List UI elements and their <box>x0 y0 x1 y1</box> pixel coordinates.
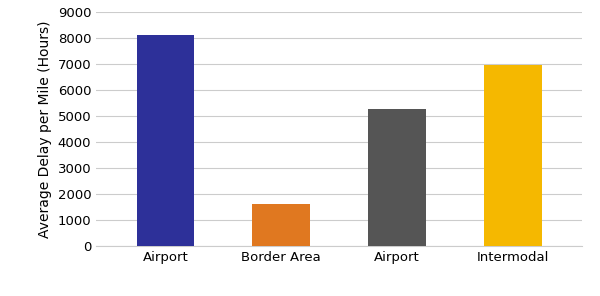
Bar <box>252 204 310 246</box>
Y-axis label: Average Delay per Mile (Hours): Average Delay per Mile (Hours) <box>38 20 52 237</box>
Bar <box>484 65 542 246</box>
Bar <box>368 109 426 246</box>
Bar <box>137 35 194 246</box>
